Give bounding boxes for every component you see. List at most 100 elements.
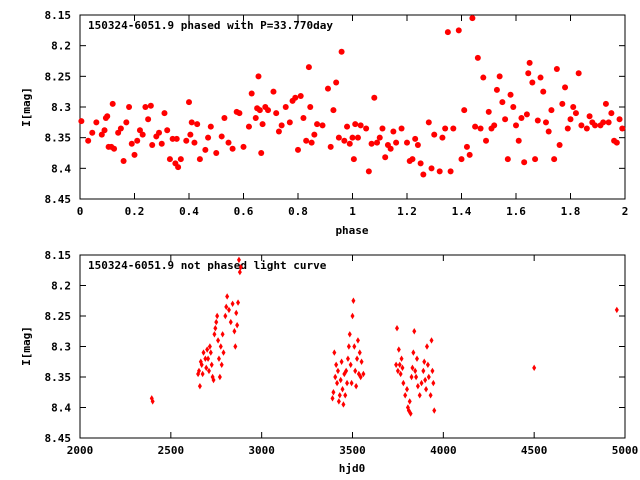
- data-point: [542, 119, 549, 126]
- data-point: [183, 137, 190, 144]
- data-point: [335, 379, 340, 387]
- data-point: [219, 361, 224, 368]
- data-point: [319, 122, 326, 129]
- data-point: [396, 346, 401, 353]
- data-point: [224, 303, 229, 311]
- data-point: [337, 392, 342, 399]
- data-point: [341, 401, 346, 408]
- data-point: [350, 156, 357, 163]
- data-point: [395, 325, 400, 332]
- data-point: [351, 297, 356, 304]
- phased-x-tick-label: 1.4: [452, 205, 472, 218]
- data-point: [515, 137, 522, 144]
- data-point: [537, 74, 544, 81]
- data-point: [436, 168, 443, 175]
- data-point: [562, 84, 569, 91]
- data-point: [472, 123, 479, 130]
- data-point: [218, 133, 225, 140]
- data-point: [608, 110, 615, 117]
- data-point: [532, 156, 539, 163]
- data-point: [211, 376, 216, 384]
- data-point: [525, 70, 532, 77]
- data-point: [350, 312, 355, 320]
- data-point: [613, 139, 620, 146]
- data-point: [197, 382, 202, 390]
- data-point: [413, 367, 418, 375]
- data-point: [428, 392, 433, 399]
- data-point: [173, 135, 180, 142]
- phased-y-tick-label: 8.2: [51, 40, 71, 53]
- unphased-y-ticks: 8.15 8.2 8.25 8.3 8.35 8.4 8.45: [45, 249, 625, 445]
- data-point: [387, 145, 394, 152]
- unphased-x-tick-label: 2000: [67, 444, 94, 457]
- data-point: [229, 145, 236, 152]
- data-point: [203, 355, 208, 362]
- data-point: [444, 29, 451, 36]
- data-point: [556, 142, 563, 149]
- unphased-y-tick-label: 8.35: [45, 371, 72, 384]
- data-point: [374, 139, 381, 146]
- data-point: [521, 159, 528, 166]
- unphased-y-tick-label: 8.2: [51, 280, 71, 293]
- data-point: [349, 379, 354, 387]
- data-point: [474, 54, 481, 61]
- data-point: [335, 134, 342, 141]
- data-point: [395, 367, 400, 375]
- data-point: [335, 367, 340, 375]
- data-point: [85, 137, 92, 144]
- data-point: [332, 349, 337, 356]
- data-point: [336, 398, 341, 405]
- unphased-y-tick-label: 8.15: [45, 249, 72, 262]
- data-point: [265, 107, 272, 114]
- phased-y-ticks: 8.15 8.2 8.25 8.3 8.35 8.4 8.45: [45, 9, 625, 206]
- data-point: [215, 312, 220, 320]
- unphased-x-tick-label: 5000: [612, 444, 639, 457]
- data-point: [570, 104, 577, 110]
- data-point: [410, 364, 415, 372]
- data-point: [390, 128, 397, 135]
- data-point: [417, 392, 422, 399]
- data-point: [382, 154, 389, 161]
- data-point: [426, 373, 431, 381]
- data-point: [415, 382, 420, 390]
- data-point: [220, 331, 225, 338]
- data-point: [338, 376, 343, 384]
- data-point: [303, 137, 310, 144]
- data-point: [529, 79, 536, 86]
- data-point: [236, 299, 241, 306]
- data-point: [400, 364, 405, 372]
- data-point: [592, 122, 599, 129]
- phased-x-tick-label: 0.2: [125, 205, 145, 218]
- data-point: [334, 361, 339, 368]
- data-point: [207, 123, 214, 130]
- data-point: [504, 156, 511, 163]
- data-point: [209, 361, 214, 368]
- data-point: [115, 129, 122, 136]
- data-point: [206, 355, 211, 362]
- data-point: [120, 157, 127, 164]
- data-point: [394, 361, 399, 368]
- data-point: [399, 355, 404, 362]
- data-point: [408, 410, 413, 417]
- data-point: [352, 343, 357, 350]
- data-point: [150, 398, 155, 405]
- data-point: [232, 328, 237, 335]
- phased-panel: 150324-6051.9 phased with P=33.770day ph…: [20, 9, 628, 237]
- data-point: [330, 395, 335, 402]
- unphased-data-points: [149, 256, 619, 417]
- phased-x-axis-label: phase: [335, 224, 368, 237]
- data-point: [98, 131, 105, 138]
- data-point: [428, 165, 435, 172]
- data-point: [398, 370, 403, 378]
- data-point: [411, 349, 416, 356]
- data-point: [354, 134, 361, 141]
- data-point: [359, 358, 364, 365]
- data-point: [248, 90, 255, 97]
- data-point: [158, 140, 165, 147]
- data-point: [605, 119, 612, 126]
- data-point: [491, 122, 498, 129]
- data-point: [252, 115, 259, 122]
- data-point: [345, 379, 350, 387]
- data-point: [564, 125, 571, 132]
